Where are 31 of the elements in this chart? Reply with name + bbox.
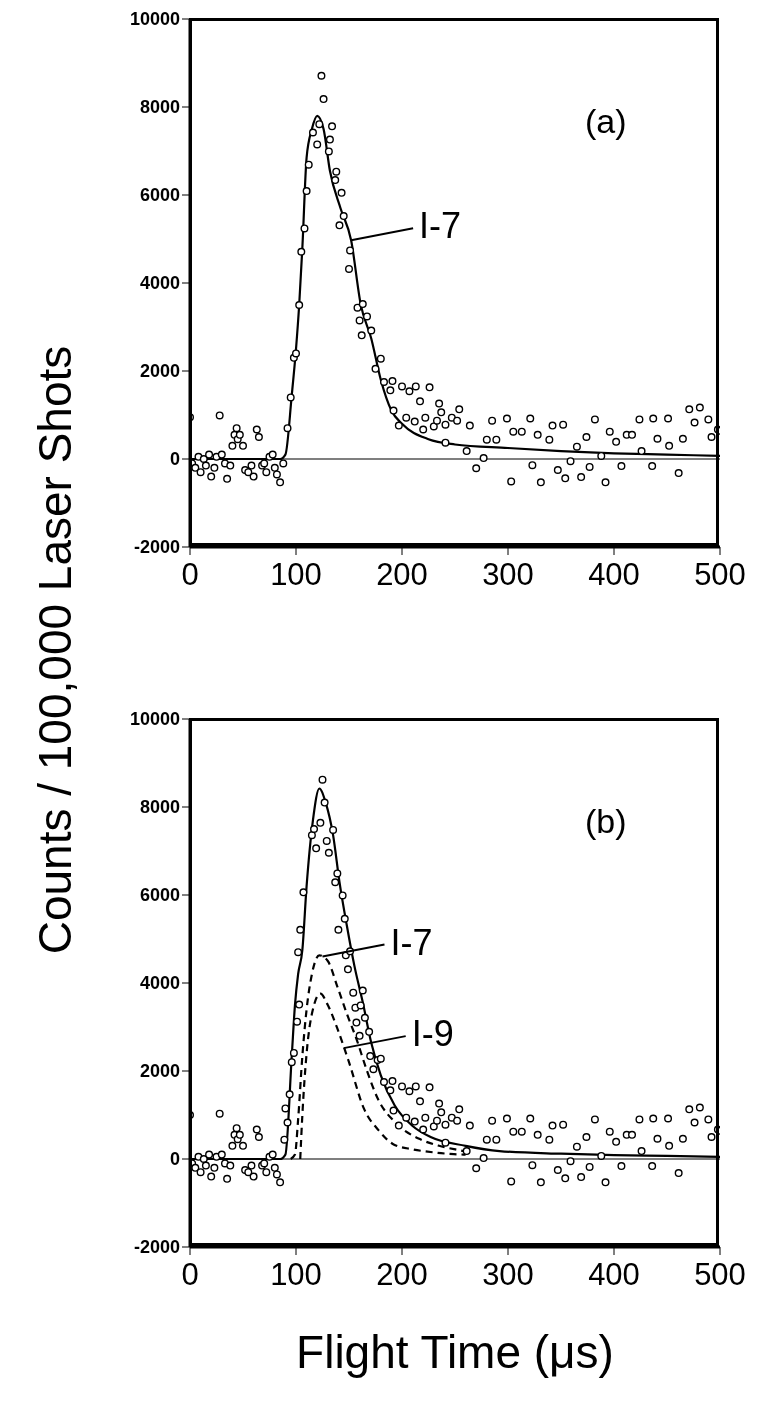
y-tick-label: 8000: [139, 97, 180, 118]
x-tick-label: 400: [588, 1257, 640, 1293]
y-tick-label: 6000: [139, 885, 180, 906]
x-tick-label: 500: [694, 1257, 746, 1293]
y-tick-label: 2000: [139, 361, 180, 382]
y-tick-label: -2000: [133, 1237, 180, 1258]
y-tick-label: 4000: [139, 273, 180, 294]
annotation: (b): [585, 802, 627, 841]
y-tick-label: 8000: [139, 797, 180, 818]
x-tick-label: 200: [376, 557, 428, 593]
x-tick-label: 300: [482, 557, 534, 593]
x-tick-label: 400: [588, 557, 640, 593]
x-tick-label: 500: [694, 557, 746, 593]
y-tick-label: 10000: [129, 9, 180, 30]
y-tick-label: -2000: [133, 537, 180, 558]
y-tick-label: 4000: [139, 973, 180, 994]
y-tick-label: 0: [169, 1149, 180, 1170]
x-axis-title: Flight Time (μs): [295, 1325, 615, 1379]
annotation: I-9: [411, 1013, 454, 1055]
x-tick-label: 200: [376, 1257, 428, 1293]
annotation: (a): [585, 102, 627, 141]
annotation: I-7: [419, 205, 462, 247]
y-tick-label: 6000: [139, 185, 180, 206]
x-tick-label: 100: [270, 557, 322, 593]
x-tick-label: 300: [482, 1257, 534, 1293]
y-tick-label: 2000: [139, 1061, 180, 1082]
annotation: I-7: [390, 921, 433, 963]
y-tick-label: 0: [169, 449, 180, 470]
x-tick-label: 100: [270, 1257, 322, 1293]
y-axis-title: Counts / 100,000 Laser Shots: [28, 345, 82, 955]
y-tick-label: 10000: [129, 709, 180, 730]
